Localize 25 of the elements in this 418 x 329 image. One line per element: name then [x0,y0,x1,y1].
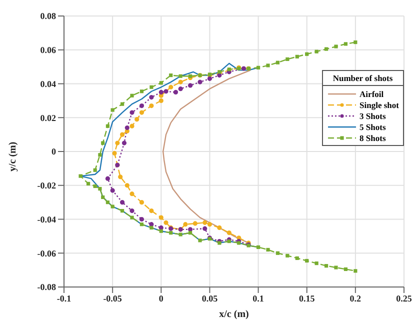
y-tick-label: 0 [52,146,56,157]
legend-label: 5 Shots [360,122,386,132]
y-axis-title: y/c (m) [8,142,19,172]
legend-title: Number of shots [322,71,403,86]
x-tick-label: -0.05 [103,293,122,304]
x-tick-label: -0.1 [56,293,72,304]
legend-label: Airfoil [360,88,384,98]
x-tick-label: 0.25 [396,293,412,304]
y-tick-label: 0.04 [40,78,56,89]
y-tick-label: -0.06 [37,248,56,258]
x-tick-label: 0.1 [252,293,264,304]
y-tick-label: 0.06 [40,45,56,56]
legend-label: Single shot [360,100,399,110]
x-axis-title: x/c (m) [219,309,249,320]
y-tick-label: -0.08 [37,282,56,292]
y-tick-label: -0.02 [37,180,56,191]
x-tick-label: 0.2 [350,293,362,304]
legend-label: 8 Shots [360,132,386,142]
x-tick-label: 0 [158,293,164,304]
x-tick-label: 0.15 [298,293,316,304]
legend-label: 3 Shots [360,110,386,120]
y-tick-label: 0.02 [40,112,56,123]
y-tick-label: -0.04 [37,214,56,224]
y-tick-label: 0.08 [40,11,56,22]
x-tick-label: 0.05 [202,293,218,304]
